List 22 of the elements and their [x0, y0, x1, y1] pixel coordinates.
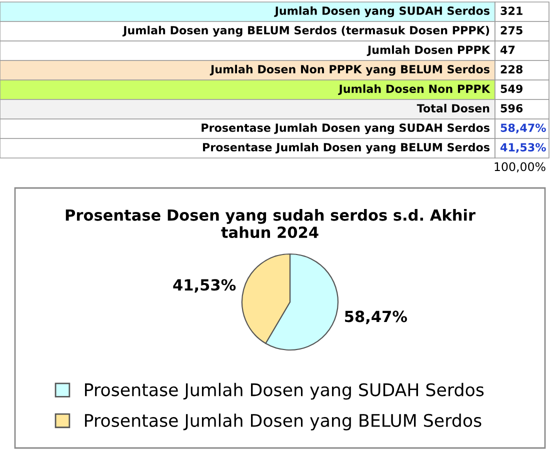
- text: Prosentase Jumlah Dosen yang BELUM Serdos: [203, 142, 490, 154]
- text: Jumlah Dosen PPPK: [366, 45, 490, 56]
- data-label: 58,47%: [345, 310, 408, 324]
- text: 549: [500, 84, 522, 93]
- text: Jumlah Dosen Non PPPK: [338, 84, 490, 96]
- chart-title: Prosentase Dosen yang sudah serdos s.d. Akhir tahun 2024: [66, 208, 476, 238]
- legend-label: Prosentase Jumlah Dosen yang BELUM Serdos: [85, 414, 482, 430]
- text: Jumlah Dosen yang SUDAH Serdos: [274, 6, 490, 18]
- text: Prosentase Jumlah Dosen yang SUDAH Serdos: [202, 123, 490, 134]
- text: 228: [500, 65, 523, 74]
- text: 100,00%: [494, 162, 546, 172]
- text: 596: [500, 104, 523, 112]
- data-label: 41,53%: [173, 279, 236, 293]
- legend-label: Prosentase Jumlah Dosen yang SUDAH Serdos: [85, 382, 484, 400]
- text: 58,47%: [500, 124, 546, 134]
- text: 321: [500, 6, 522, 15]
- text: Total Dosen: [416, 104, 490, 112]
- text: Jumlah Dosen yang BELUM Serdos (termasuk Dosen PPPK): [122, 26, 490, 37]
- text: 275: [500, 26, 522, 34]
- text: 47: [500, 46, 515, 54]
- text: Jumlah Dosen Non PPPK yang BELUM Serdos: [210, 64, 490, 76]
- text: 41,53%: [500, 143, 546, 153]
